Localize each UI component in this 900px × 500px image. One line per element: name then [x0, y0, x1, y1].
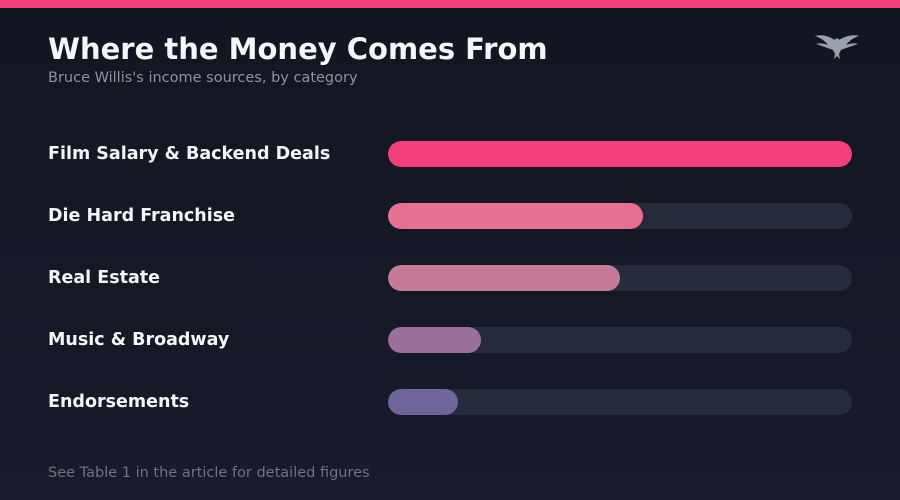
category-label: Film Salary & Backend Deals: [48, 144, 331, 164]
bar-row: Real Estate: [0, 265, 900, 291]
bar: [388, 203, 644, 229]
bar: [388, 327, 481, 353]
bar-row: Film Salary & Backend Deals: [0, 141, 900, 167]
footnote: See Table 1 in the article for detailed …: [48, 465, 370, 481]
eagle-icon: [815, 35, 859, 59]
bar: [388, 389, 458, 415]
category-label: Endorsements: [48, 392, 190, 412]
top-accent-bar: [0, 0, 900, 8]
bar: [388, 141, 852, 167]
bar-track: [388, 265, 852, 291]
bar-track: [388, 141, 852, 167]
category-label: Music & Broadway: [48, 330, 230, 350]
chart-title: Where the Money Comes From: [48, 32, 548, 66]
bar-row: Endorsements: [0, 389, 900, 415]
bar-track: [388, 203, 852, 229]
bar-track: [388, 327, 852, 353]
bar: [388, 265, 620, 291]
bar-row: Die Hard Franchise: [0, 203, 900, 229]
bar-track: [388, 389, 852, 415]
category-label: Die Hard Franchise: [48, 206, 236, 226]
chart-subtitle: Bruce Willis's income sources, by catego…: [48, 70, 358, 86]
category-label: Real Estate: [48, 268, 161, 288]
bar-row: Music & Broadway: [0, 327, 900, 353]
